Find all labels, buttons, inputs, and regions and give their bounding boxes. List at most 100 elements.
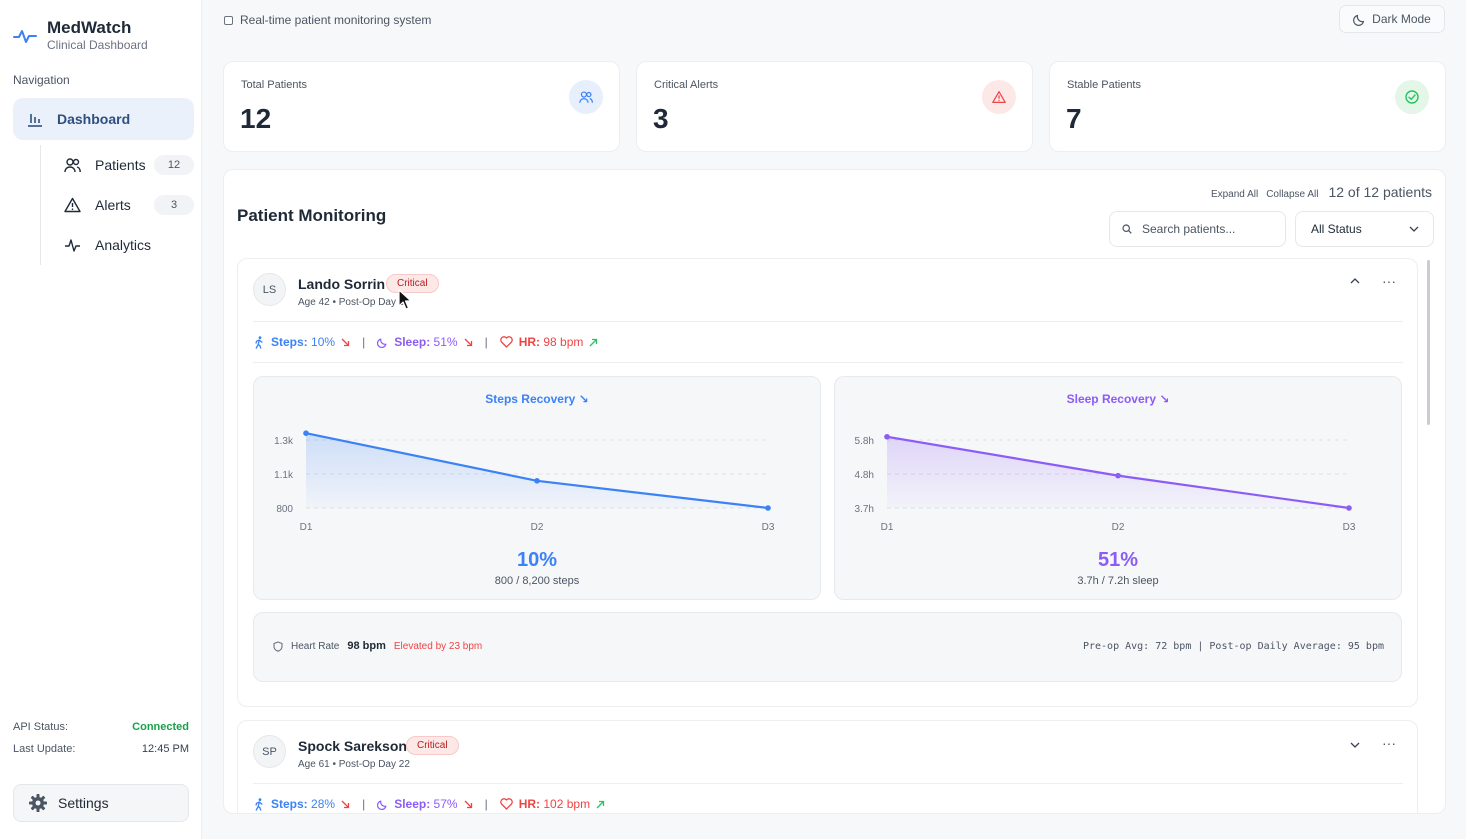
data-point (303, 430, 309, 436)
steps-detail: 800 / 8,200 steps (494, 575, 580, 587)
stat-card-critical-alerts: Critical Alerts 3 (636, 61, 1033, 152)
patient-card: SP Spock Sarekson Critical Age 61 • Post… (237, 720, 1418, 813)
realtime-label: Real-time patient monitoring system (240, 13, 432, 27)
heart-rate-summary: Heart Rate 98 bpm Elevated by 23 bpm (273, 640, 482, 652)
expand-all-button[interactable]: Expand All (1210, 189, 1259, 200)
heart-rate-label: Heart Rate (291, 640, 340, 652)
divider (253, 321, 1403, 322)
more-options-button[interactable]: ··· (1382, 273, 1396, 289)
patient-meta: Age 61 • Post-Op Day 22 (298, 759, 410, 770)
count-badge: 12 (154, 155, 194, 175)
last-update-value: 12:45 PM (141, 743, 189, 755)
realtime-toggle[interactable]: Real-time patient monitoring system (224, 13, 431, 27)
sidebar-item-dashboard[interactable]: Dashboard (13, 98, 194, 140)
panel-title: Patient Monitoring (237, 206, 387, 225)
status-badge: Critical (386, 274, 439, 293)
heart-rate-averages: Pre-op Avg: 72 bpm | Post-op Daily Avera… (1082, 641, 1384, 652)
steps-recovery-chart: Steps Recovery ↘ 1.3k 1.1k 800 D1 D2 D3 10% 8… (253, 376, 821, 600)
subnav: Patients 12 Alerts 3 Analytics (40, 145, 194, 265)
sidebar-item-label: Analytics (95, 237, 152, 253)
divider (253, 783, 1403, 784)
chevron-down-icon (1409, 226, 1419, 232)
chart-title: Sleep Recovery ↘ (1066, 392, 1170, 406)
trend-up-icon (596, 800, 605, 809)
trend-up-icon (589, 338, 598, 347)
hr-value: 98 bpm (543, 335, 584, 349)
more-options-button[interactable]: ··· (1382, 735, 1396, 751)
mouse-cursor-icon (398, 289, 414, 311)
data-point (884, 433, 890, 440)
sleep-value: 57% (433, 797, 458, 811)
settings-label: Settings (58, 795, 109, 811)
realtime-checkbox[interactable] (224, 15, 233, 25)
data-point (534, 478, 540, 484)
last-update-label: Last Update: (13, 743, 76, 755)
status-filter-select[interactable]: All Status (1295, 211, 1434, 247)
patient-count: 12 of 12 patients (1328, 184, 1432, 200)
sidebar: MedWatch Clinical Dashboard Navigation D… (0, 0, 202, 839)
search-input[interactable] (1142, 222, 1272, 236)
dark-mode-button[interactable]: Dark Mode (1339, 5, 1445, 33)
users-icon (569, 80, 603, 114)
sidebar-item-patients[interactable]: Patients 12 (41, 145, 194, 185)
api-status: API Status: Connected (13, 721, 189, 733)
avatar: LS (253, 273, 286, 306)
dark-mode-label: Dark Mode (1372, 12, 1431, 26)
last-update: Last Update: 12:45 PM (13, 743, 189, 755)
steps-label: Steps: (271, 797, 308, 811)
users-icon (64, 157, 81, 173)
chart-plot: 5.8h 4.8h 3.7h D1 D2 D3 (855, 433, 1356, 533)
nav-label: Navigation (13, 73, 70, 87)
y-tick-label: 3.7h (855, 504, 874, 515)
chevron-up-icon (1350, 278, 1360, 284)
x-tick-label: D3 (1343, 522, 1356, 533)
walking-icon (254, 797, 265, 811)
collapse-button[interactable] (1350, 278, 1360, 284)
steps-value: 10% (311, 335, 336, 349)
api-status-value: Connected (132, 721, 189, 733)
stat-label: Stable Patients (1067, 79, 1141, 91)
chart-plot: 1.3k 1.1k 800 D1 D2 D3 (274, 430, 775, 533)
x-tick-label: D2 (1112, 522, 1125, 533)
avatar: SP (253, 735, 286, 768)
warning-icon (982, 80, 1016, 114)
steps-percent: 10% (516, 549, 558, 571)
count-badge: 3 (154, 195, 194, 215)
stat-value: 7 (1066, 103, 1082, 134)
patient-monitoring-panel: Patient Monitoring Expand All Collapse A… (223, 169, 1446, 814)
chart-title: Steps Recovery ↘ (485, 392, 589, 406)
gear-icon (28, 793, 48, 813)
settings-button[interactable]: Settings (13, 784, 189, 822)
api-status-label: API Status: (13, 721, 69, 733)
expand-button[interactable] (1350, 742, 1360, 748)
sleep-percent: 51% (1097, 549, 1139, 571)
patient-name: Spock Sarekson (298, 738, 407, 754)
collapse-all-button[interactable]: Collapse All (1266, 189, 1319, 200)
scrollbar[interactable] (1427, 260, 1430, 425)
sleep-label: Sleep: (394, 797, 431, 811)
pulse-icon (13, 26, 37, 46)
sidebar-item-analytics[interactable]: Analytics (41, 225, 194, 265)
y-tick-label: 4.8h (855, 470, 874, 481)
heart-icon (499, 336, 513, 348)
status-badge: Critical (406, 736, 459, 755)
status-filter-value: All Status (1311, 222, 1362, 236)
patient-card: LS Lando Sorrin Critical Age 42 • Post-O… (237, 258, 1418, 707)
search-box[interactable] (1109, 211, 1286, 247)
activity-icon (64, 237, 81, 253)
sidebar-item-label: Alerts (95, 197, 131, 213)
brand-title: MedWatch (47, 18, 132, 37)
sidebar-item-label: Patients (95, 157, 146, 173)
heart-icon (499, 798, 513, 810)
sidebar-item-alerts[interactable]: Alerts 3 (41, 185, 194, 225)
stat-value: 3 (653, 103, 669, 134)
panel-controls: Expand All Collapse All 12 of 12 patient… (1211, 184, 1432, 200)
heart-rate-panel: Heart Rate 98 bpm Elevated by 23 bpm Pre… (253, 612, 1402, 682)
heart-rate-value: 98 bpm (347, 640, 386, 652)
walking-icon (254, 335, 265, 349)
y-tick-label: 5.8h (855, 436, 874, 447)
bar-chart-icon (27, 111, 43, 127)
data-point (1115, 472, 1121, 479)
warning-icon (64, 197, 81, 213)
steps-label: Steps: (271, 335, 308, 349)
